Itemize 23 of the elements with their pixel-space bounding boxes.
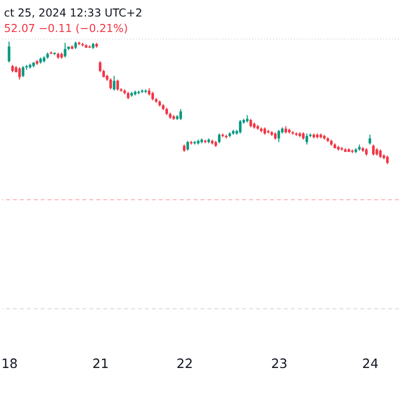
candlestick	[218, 133, 221, 144]
candlestick	[238, 120, 242, 134]
candlestick	[98, 60, 102, 73]
x-tick-label: 23	[271, 357, 288, 372]
candlestick	[306, 133, 308, 146]
x-tick-label: 21	[92, 357, 109, 372]
text: ct 25, 2024 12:33 UTC+2	[4, 6, 142, 20]
candlestick	[109, 78, 112, 90]
candlestick	[278, 129, 280, 143]
candlestick	[112, 75, 116, 92]
candlestick	[8, 41, 10, 63]
candlestick	[64, 42, 66, 58]
x-tick-label: 18	[1, 357, 18, 372]
candlestick	[372, 144, 375, 156]
candlestick	[22, 66, 24, 78]
candlestick	[116, 79, 119, 92]
candlestick	[186, 140, 189, 152]
text: 52.07 −0.11 (−0.21%)	[4, 22, 128, 36]
candlestick	[18, 66, 21, 80]
x-tick-label: 24	[362, 357, 379, 372]
candlestick	[368, 134, 372, 146]
candlestick	[179, 108, 182, 121]
x-tick-label: 22	[176, 357, 193, 372]
